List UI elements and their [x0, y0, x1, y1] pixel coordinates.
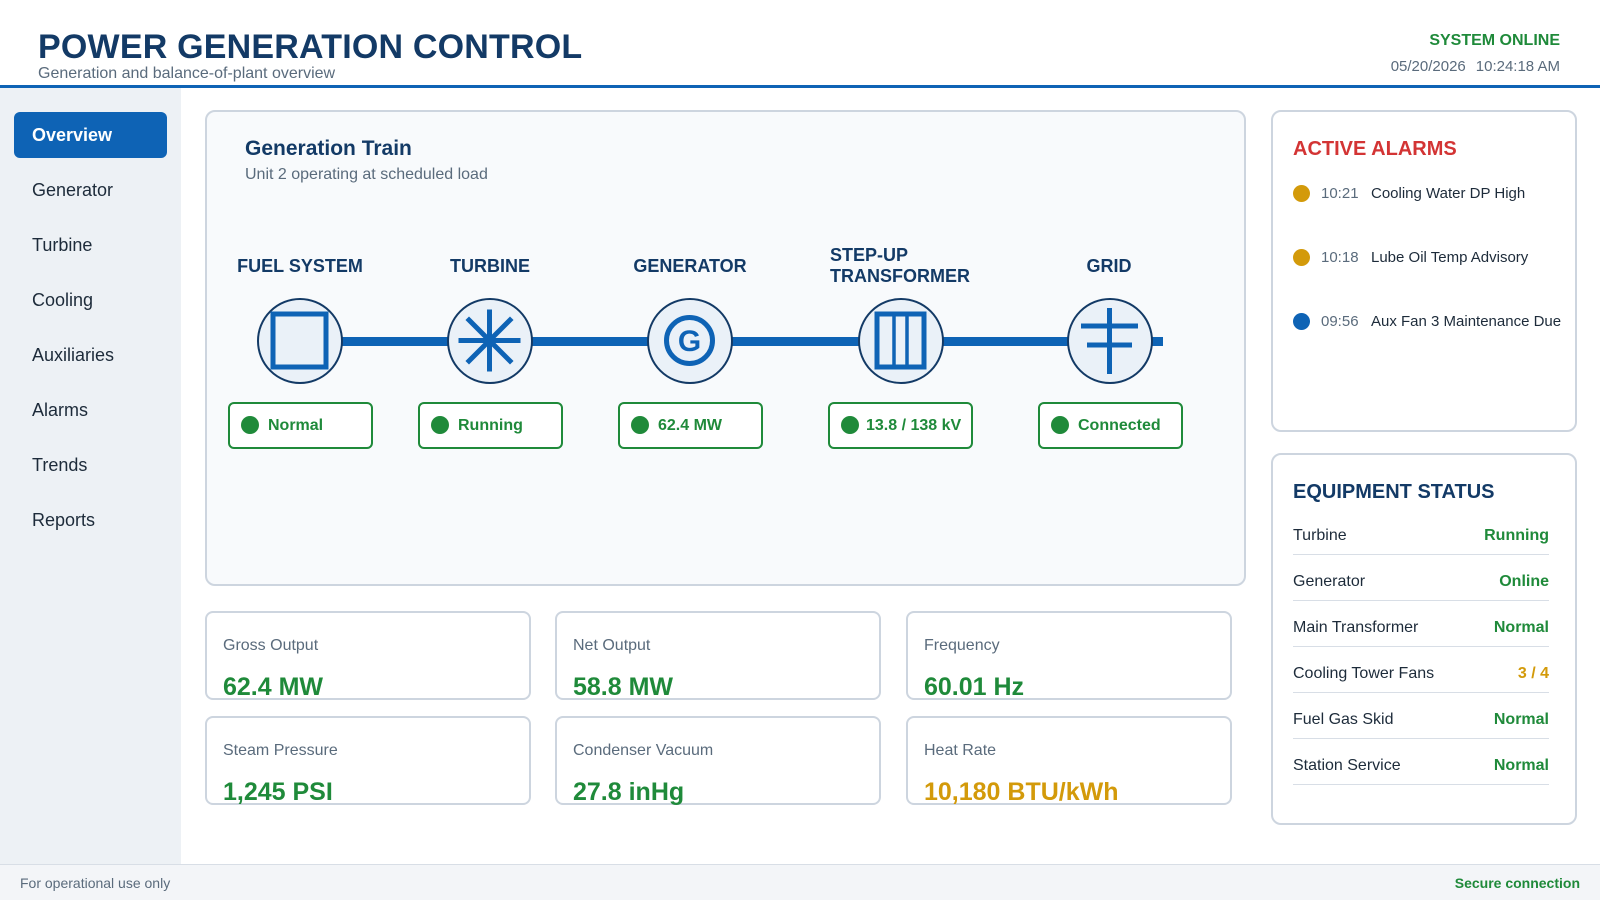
equipment-status: Online: [1499, 573, 1549, 590]
kpi-label: Condenser Vacuum: [573, 742, 714, 759]
equipment-status: Normal: [1493, 619, 1549, 636]
kpi-value: 1,245 PSI: [223, 778, 333, 806]
equipment-name: Cooling Tower Fans: [1293, 665, 1435, 682]
alarm-severity-dot: [1293, 313, 1310, 330]
alarm-text: Cooling Water DP High: [1371, 185, 1526, 202]
equipment-status-panel: EQUIPMENT STATUS Turbine Running Generat…: [1271, 453, 1577, 825]
sidebar-item-overview[interactable]: Overview: [14, 112, 167, 158]
equipment-row: Main Transformer Normal: [1293, 607, 1549, 647]
footer: For operational use only Secure connecti…: [0, 864, 1600, 900]
alarm-severity-dot: [1293, 249, 1310, 266]
equipment-status: Normal: [1493, 711, 1549, 728]
sidebar: Overview Generator Turbine Cooling Auxil…: [0, 88, 181, 864]
equipment-title: EQUIPMENT STATUS: [1293, 481, 1495, 503]
train-subtitle: Unit 2 operating at scheduled load: [245, 166, 488, 183]
stage-label-fuel-system: FUEL SYSTEM: [237, 256, 363, 276]
stage-label-turbine: TURBINE: [450, 256, 530, 276]
system-status: SYSTEM ONLINE: [1429, 32, 1560, 49]
system-time: 10:24:18 AM: [1475, 58, 1560, 75]
status-badge-generator: 62.4 MW: [618, 402, 763, 449]
status-text: Connected: [1078, 417, 1161, 434]
equipment-row: Station Service Normal: [1293, 745, 1549, 785]
grid-tower-icon[interactable]: [1067, 298, 1153, 384]
kpi-label: Frequency: [924, 637, 1000, 654]
header: POWER GENERATION CONTROL Generation and …: [0, 0, 1600, 88]
sidebar-item-cooling[interactable]: Cooling: [32, 290, 94, 310]
generator-icon-letter: G: [678, 325, 701, 358]
kpi-card-gross-output: Gross Output 62.4 MW: [205, 611, 531, 701]
equipment-name: Turbine: [1293, 527, 1347, 544]
app-title: POWER GENERATION CONTROL: [38, 28, 583, 66]
kpi-value: 10,180 BTU/kWh: [924, 778, 1119, 806]
generator-icon[interactable]: G: [647, 298, 733, 384]
status-text: Normal: [268, 417, 324, 434]
status-dot: [631, 416, 649, 434]
kpi-card-frequency: Frequency 60.01 Hz: [906, 611, 1232, 701]
kpi-value: 58.8 MW: [573, 673, 674, 701]
equipment-row: Turbine Running: [1293, 515, 1549, 555]
equipment-row: Cooling Tower Fans 3 / 4: [1293, 653, 1549, 693]
equipment-status: Normal: [1493, 757, 1549, 774]
status-dot: [431, 416, 449, 434]
active-alarms-panel: ACTIVE ALARMS 10:21 Cooling Water DP Hig…: [1271, 110, 1577, 432]
kpi-card-condenser-vacuum: Condenser Vacuum 27.8 inHg: [555, 716, 881, 806]
kpi-label: Heat Rate: [924, 742, 997, 759]
status-dot: [241, 416, 259, 434]
alarm-text: Lube Oil Temp Advisory: [1371, 249, 1529, 266]
alarm-row[interactable]: 10:21 Cooling Water DP High: [1293, 182, 1573, 206]
alarm-time: 10:21: [1321, 185, 1359, 202]
stage-label-step-up-transformer: STEP-UP TRANSFORMER: [830, 245, 970, 286]
alarm-text: Aux Fan 3 Maintenance Due: [1371, 313, 1562, 330]
sidebar-item-generator[interactable]: Generator: [32, 180, 114, 200]
equipment-status: Running: [1484, 527, 1549, 544]
status-text: Running: [458, 417, 523, 434]
alarm-severity-dot: [1293, 185, 1310, 202]
alarm-row[interactable]: 10:18 Lube Oil Temp Advisory: [1293, 246, 1573, 270]
status-badge-transformer: 13.8 / 138 kV: [828, 402, 973, 449]
fuel-system-icon[interactable]: [257, 298, 343, 384]
status-text: 62.4 MW: [658, 417, 723, 434]
kpi-value: 27.8 inHg: [573, 778, 685, 806]
kpi-card-steam-pressure: Steam Pressure 1,245 PSI: [205, 716, 531, 806]
kpi-value: 62.4 MW: [223, 673, 324, 701]
status-badge-grid: Connected: [1038, 402, 1183, 449]
connection-status: Secure connection: [1454, 875, 1580, 891]
kpi-card-heat-rate: Heat Rate 10,180 BTU/kWh: [906, 716, 1232, 806]
train-title: Generation Train: [245, 137, 412, 160]
alarms-title: ACTIVE ALARMS: [1293, 138, 1457, 160]
kpi-card-net-output: Net Output 58.8 MW: [555, 611, 881, 701]
turbine-icon[interactable]: [447, 298, 533, 384]
kpi-label: Steam Pressure: [223, 742, 338, 759]
system-date: 05/20/2026: [1390, 58, 1466, 75]
status-text: 13.8 / 138 kV: [866, 417, 962, 434]
sidebar-item-alarms[interactable]: Alarms: [32, 400, 89, 420]
equipment-name: Fuel Gas Skid: [1293, 711, 1394, 728]
kpi-value: 60.01 Hz: [924, 673, 1025, 701]
transformer-icon[interactable]: [858, 298, 944, 384]
stage-label-generator: GENERATOR: [633, 256, 747, 276]
sidebar-item-reports[interactable]: Reports: [32, 510, 96, 530]
footer-disclaimer: For operational use only: [20, 875, 171, 891]
alarm-time: 10:18: [1321, 249, 1359, 266]
equipment-row: Fuel Gas Skid Normal: [1293, 699, 1549, 739]
status-badge-fuel-system: Normal: [228, 402, 373, 449]
status-dot: [841, 416, 859, 434]
sidebar-item-turbine[interactable]: Turbine: [32, 235, 93, 255]
alarm-time: 09:56: [1321, 313, 1359, 330]
kpi-label: Gross Output: [223, 637, 319, 654]
alarm-row[interactable]: 09:56 Aux Fan 3 Maintenance Due: [1293, 310, 1573, 334]
app-subtitle: Generation and balance-of-plant overview: [38, 65, 336, 82]
equipment-status: 3 / 4: [1517, 665, 1549, 682]
kpi-label: Net Output: [573, 637, 651, 654]
system-datetime: 05/20/2026 10:24:18 AM: [1381, 58, 1560, 75]
sidebar-item-auxiliaries[interactable]: Auxiliaries: [32, 345, 115, 365]
equipment-name: Main Transformer: [1293, 619, 1419, 636]
stage-label-grid: GRID: [1086, 256, 1132, 276]
equipment-name: Station Service: [1293, 757, 1401, 774]
equipment-row: Generator Online: [1293, 561, 1549, 601]
equipment-name: Generator: [1293, 573, 1366, 590]
status-dot: [1051, 416, 1069, 434]
status-badge-turbine: Running: [418, 402, 563, 449]
sidebar-item-trends[interactable]: Trends: [32, 455, 88, 475]
